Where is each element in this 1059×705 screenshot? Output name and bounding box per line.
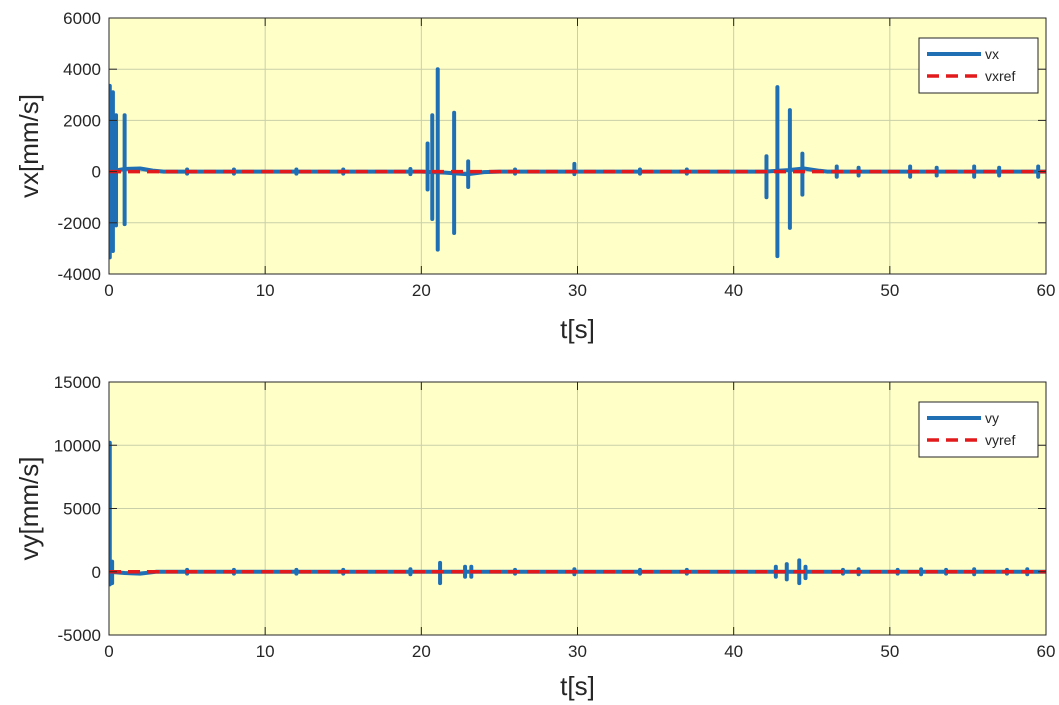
x-tick-label: 0: [104, 642, 113, 661]
y-tick-label: -5000: [58, 626, 101, 645]
y-tick-label: 0: [92, 563, 101, 582]
legend-label-vyref: vyref: [985, 432, 1015, 448]
y-tick-label: 0: [92, 163, 101, 182]
x-tick-label: 30: [568, 642, 587, 661]
y-tick-label: -2000: [58, 214, 101, 233]
y-tick-label: 15000: [54, 373, 101, 392]
legend: vx vxref: [918, 37, 1039, 94]
legend-label-vy: vy: [985, 410, 999, 426]
x-axis-label: t[s]: [560, 314, 595, 344]
y-tick-label: -4000: [58, 265, 101, 284]
legend-box: [918, 401, 1039, 458]
x-tick-label: 10: [256, 642, 275, 661]
x-tick-label: 40: [724, 281, 743, 300]
y-tick-label: 2000: [63, 111, 101, 130]
x-tick-label: 10: [256, 281, 275, 300]
x-tick-label: 0: [104, 281, 113, 300]
y-tick-label: 5000: [63, 500, 101, 519]
x-tick-label: 30: [568, 281, 587, 300]
legend: vy vyref: [918, 401, 1039, 458]
x-tick-label: 50: [880, 642, 899, 661]
y-tick-label: 6000: [63, 9, 101, 28]
legend-box: [918, 37, 1039, 94]
legend-label-vx: vx: [985, 46, 999, 62]
x-tick-label: 60: [1037, 642, 1056, 661]
x-tick-label: 60: [1037, 281, 1056, 300]
x-tick-label: 20: [412, 642, 431, 661]
legend-label-vxref: vxref: [985, 68, 1015, 84]
x-tick-label: 20: [412, 281, 431, 300]
y-tick-label: 4000: [63, 60, 101, 79]
series-group: [109, 440, 1046, 587]
y-axis-label: vy[mm/s]: [14, 457, 44, 561]
chart-panel-2: 0 10 20 30 40 50 60-5000050001000015000t[s]vy[…: [14, 373, 1055, 701]
y-axis-label: vx[mm/s]: [14, 94, 44, 198]
y-tick-label: 10000: [54, 436, 101, 455]
x-axis-label: t[s]: [560, 671, 595, 701]
chart-panel-1: 0 10 20 30 40 50 60 -4000 -2000 0 2000 4000 6000 t[s]…: [14, 9, 1055, 344]
x-tick-label: 40: [724, 642, 743, 661]
x-tick-label: 50: [880, 281, 899, 300]
